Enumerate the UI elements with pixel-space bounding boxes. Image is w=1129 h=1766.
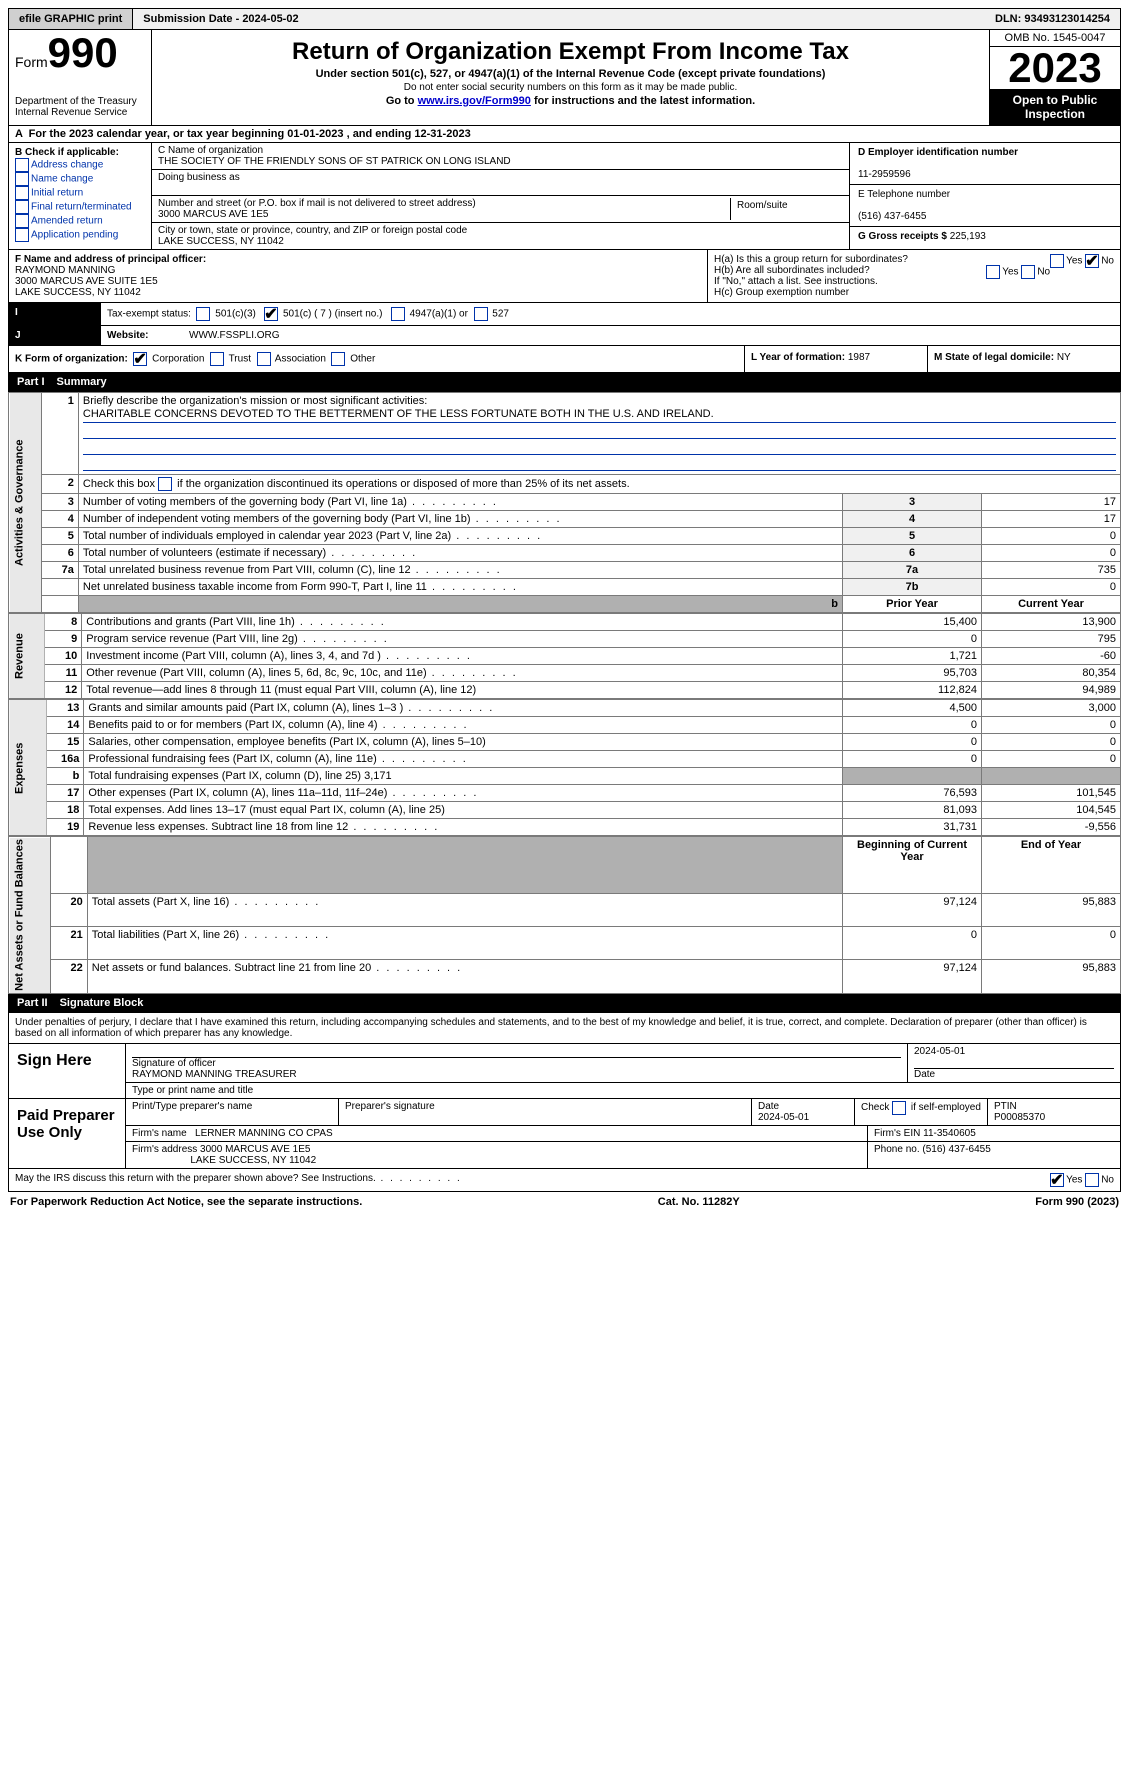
- dba-label: Doing business as: [158, 172, 240, 183]
- discuss-question: May the IRS discuss this return with the…: [15, 1173, 462, 1187]
- mission-text: CHARITABLE CONCERNS DEVOTED TO THE BETTE…: [83, 408, 1116, 423]
- tax-year: 2023: [990, 47, 1120, 89]
- ein-label: D Employer identification number: [858, 147, 1018, 158]
- gov-tab: Activities & Governance: [9, 393, 42, 613]
- subtitle-2: Do not enter social security numbers on …: [160, 82, 981, 93]
- form-header: Form990 Department of the Treasury Inter…: [8, 30, 1121, 126]
- rev-tab: Revenue: [9, 614, 45, 699]
- paperwork-notice: For Paperwork Reduction Act Notice, see …: [10, 1196, 362, 1208]
- subtitle-1: Under section 501(c), 527, or 4947(a)(1)…: [160, 68, 981, 80]
- box-f: F Name and address of principal officer:…: [9, 250, 708, 302]
- net-tab: Net Assets or Fund Balances: [9, 837, 51, 994]
- row-k-l-m: K Form of organization: Corporation Trus…: [8, 346, 1121, 373]
- part1-header: Part I Summary: [8, 373, 1121, 392]
- revenue-table: Revenue 8Contributions and grants (Part …: [8, 613, 1121, 699]
- net-assets-table: Net Assets or Fund Balances Beginning of…: [8, 836, 1121, 994]
- room-label: Room/suite: [731, 198, 843, 220]
- ein-value: 11-2959596: [858, 169, 911, 180]
- line-a: A For the 2023 calendar year, or tax yea…: [8, 126, 1121, 143]
- form-title: Return of Organization Exempt From Incom…: [160, 38, 981, 66]
- box-h: H(a) Is this a group return for subordin…: [708, 250, 1120, 302]
- sign-here-label: Sign Here: [9, 1044, 126, 1098]
- exp-tab: Expenses: [9, 700, 47, 836]
- phone-value: (516) 437-6455: [858, 211, 926, 222]
- row-i: I Tax-exempt status: 501(c)(3) 501(c) ( …: [8, 303, 1121, 326]
- signature-block: Under penalties of perjury, I declare th…: [8, 1013, 1121, 1192]
- street-value: 3000 MARCUS AVE 1E5: [158, 209, 268, 220]
- website-value: WWW.FSSPLI.ORG: [183, 326, 286, 345]
- row-f-h: F Name and address of principal officer:…: [8, 250, 1121, 303]
- top-bar: efile GRAPHIC print Submission Date - 20…: [8, 8, 1121, 30]
- phone-label: E Telephone number: [858, 189, 950, 200]
- gross-receipts-value: 225,193: [950, 231, 986, 242]
- city-value: LAKE SUCCESS, NY 11042: [158, 236, 284, 247]
- instructions-link-row: Go to www.irs.gov/Form990 for instructio…: [160, 95, 981, 107]
- gross-receipts-label: G Gross receipts $: [858, 231, 947, 242]
- efile-print-button[interactable]: efile GRAPHIC print: [9, 9, 133, 29]
- box-b: B Check if applicable: Address change Na…: [9, 143, 152, 249]
- paid-preparer-label: Paid Preparer Use Only: [9, 1099, 126, 1168]
- open-inspection: Open to Public Inspection: [990, 89, 1120, 125]
- dln-label: DLN: 93493123014254: [985, 9, 1120, 29]
- box-c: C Name of organization THE SOCIETY OF TH…: [152, 143, 849, 249]
- submission-date: Submission Date - 2024-05-02: [133, 9, 985, 29]
- irs-link[interactable]: www.irs.gov/Form990: [418, 95, 531, 107]
- org-name: THE SOCIETY OF THE FRIENDLY SONS OF ST P…: [158, 156, 511, 167]
- dept-label: Department of the Treasury Internal Reve…: [15, 96, 145, 118]
- expenses-table: Expenses 13Grants and similar amounts pa…: [8, 699, 1121, 836]
- org-name-label: C Name of organization: [158, 145, 263, 156]
- perjury-declaration: Under penalties of perjury, I declare th…: [9, 1013, 1120, 1043]
- part2-header: Part II Signature Block: [8, 994, 1121, 1013]
- header-info-grid: B Check if applicable: Address change Na…: [8, 143, 1121, 250]
- city-label: City or town, state or province, country…: [158, 225, 467, 236]
- cat-number: Cat. No. 11282Y: [658, 1196, 740, 1208]
- form-number: Form990: [15, 34, 145, 72]
- page-footer: For Paperwork Reduction Act Notice, see …: [8, 1192, 1121, 1212]
- form-footer: Form 990 (2023): [1035, 1196, 1119, 1208]
- part1-table: Activities & Governance 1 Briefly descri…: [8, 392, 1121, 613]
- row-j: J Website: WWW.FSSPLI.ORG: [8, 326, 1121, 346]
- right-column: D Employer identification number 11-2959…: [849, 143, 1120, 249]
- street-label: Number and street (or P.O. box if mail i…: [158, 198, 476, 209]
